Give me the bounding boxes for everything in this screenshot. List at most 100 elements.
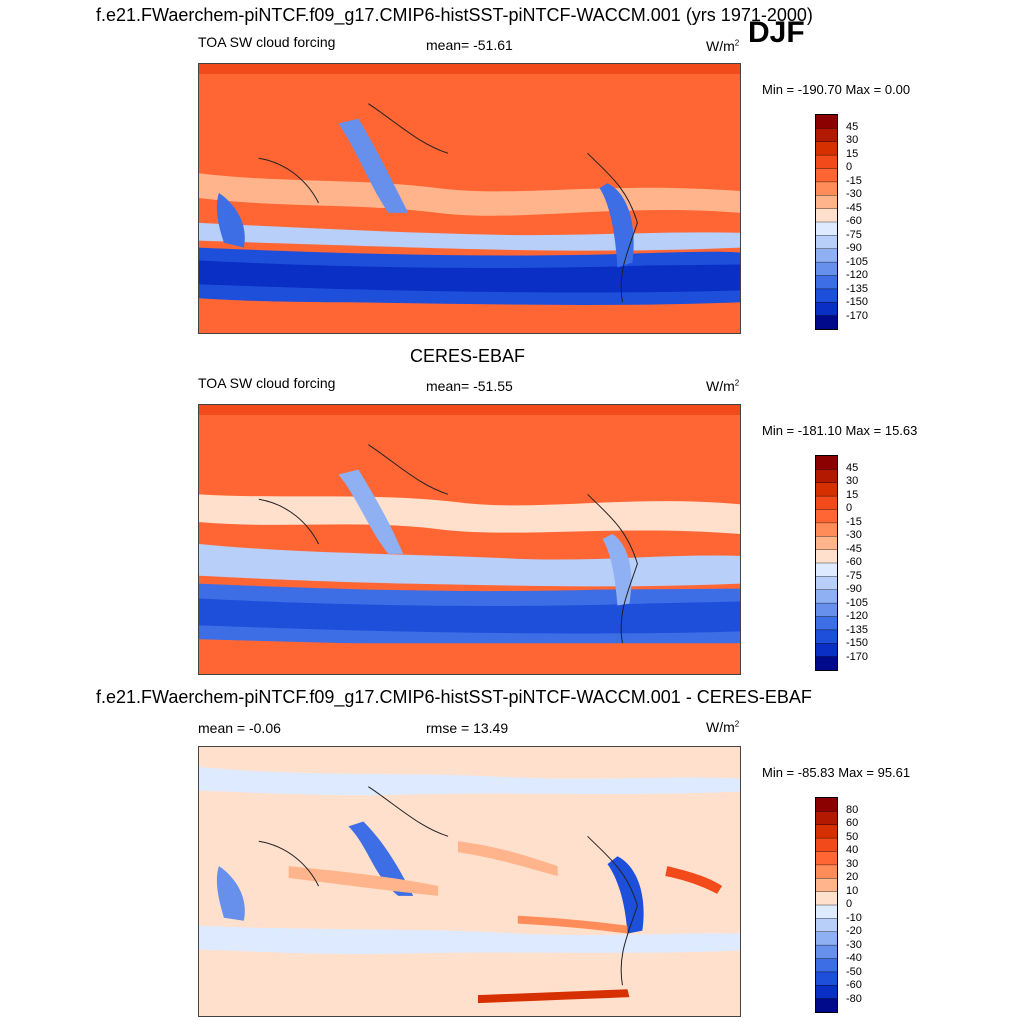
colorbar-swatch (816, 878, 837, 893)
panel1-map (198, 63, 741, 334)
colorbar-swatch (816, 456, 837, 470)
season-label: DJF (748, 16, 805, 49)
colorbar-swatch (816, 971, 837, 986)
panel3-map (198, 746, 741, 1017)
colorbar-swatch (816, 958, 837, 973)
colorbar-tick-label: -90 (846, 583, 862, 595)
colorbar-tick-label: 10 (846, 884, 859, 897)
panel3-colorbar-swatches (816, 798, 837, 1012)
colorbar-tick-label: -60 (846, 979, 862, 991)
colorbar-tick-label: -45 (846, 201, 862, 214)
colorbar-tick-label: -10 (846, 911, 862, 924)
colorbar-swatch (816, 275, 837, 290)
colorbar-swatch (816, 603, 837, 617)
panel3-units: W/m2 (706, 719, 740, 735)
colorbar-swatch (816, 918, 837, 933)
colorbar-tick-label: 40 (846, 844, 859, 856)
colorbar-tick-label: -170 (846, 650, 869, 663)
colorbar-tick-label: 0 (846, 161, 853, 173)
colorbar-tick-label: -20 (846, 925, 862, 937)
colorbar-tick-label: 0 (846, 898, 853, 910)
colorbar-swatch (816, 643, 837, 658)
panel3-colorbar (815, 797, 838, 1013)
colorbar-swatch (816, 549, 837, 564)
colorbar-swatch (816, 288, 837, 303)
colorbar-swatch (816, 115, 837, 129)
colorbar-tick-label: 0 (846, 502, 853, 514)
panel2-colorbar (815, 455, 838, 671)
colorbar-swatch (816, 302, 837, 317)
colorbar-tick-label: -75 (846, 569, 862, 582)
colorbar-tick-label: -135 (846, 623, 869, 636)
colorbar-swatch (816, 945, 837, 959)
colorbar-tick-label: -15 (846, 174, 862, 187)
colorbar-tick-label: -30 (846, 188, 862, 200)
panel2-mean-label: mean= -51.55 (426, 378, 513, 394)
panel3-rmse-label: rmse = 13.49 (426, 720, 509, 736)
colorbar-tick-label: 30 (846, 134, 859, 146)
figure-title: f.e21.FWaerchem-piNTCF.f09_g17.CMIP6-his… (96, 5, 813, 25)
colorbar-tick-label: 15 (846, 488, 859, 501)
colorbar-swatch (816, 155, 837, 169)
panel1-mean-label: mean= -51.61 (426, 37, 513, 53)
colorbar-tick-label: -105 (846, 596, 869, 609)
panel2-map (198, 404, 741, 675)
panel3-colorbar-ticks: 80 60 50 40 30 20 10 0 -10 -20 -30 -40 -50 -60 -80 (846, 797, 886, 1013)
colorbar-tick-label: 60 (846, 817, 859, 829)
panel1-minmax: Min = -190.70 Max = 0.00 (762, 82, 911, 97)
colorbar-swatch (816, 222, 837, 236)
colorbar-swatch (816, 576, 837, 591)
colorbar-tick-label: 30 (846, 857, 859, 870)
colorbar-tick-label: 30 (846, 475, 859, 487)
colorbar-tick-label: -15 (846, 515, 862, 528)
colorbar-swatch (816, 563, 837, 577)
panel2-variable-label: TOA SW cloud forcing (198, 375, 336, 391)
colorbar-swatch (816, 141, 837, 156)
panel2-units: W/m2 (706, 378, 740, 394)
panel3-minmax: Min = -85.83 Max = 95.61 (762, 765, 911, 780)
colorbar-tick-label: -105 (846, 255, 869, 268)
colorbar-swatch (816, 838, 837, 852)
colorbar-tick-label: -170 (846, 309, 869, 322)
colorbar-swatch (816, 985, 837, 1000)
colorbar-swatch (816, 522, 837, 537)
colorbar-swatch (816, 891, 837, 906)
colorbar-tick-label: 45 (846, 461, 859, 474)
colorbar-swatch (816, 235, 837, 250)
colorbar-swatch (816, 798, 837, 812)
colorbar-tick-label: 80 (846, 803, 859, 816)
colorbar-swatch (816, 482, 837, 497)
colorbar-swatch (816, 181, 837, 196)
colorbar-swatch (816, 656, 837, 670)
panel1-colorbar-swatches (816, 115, 837, 329)
colorbar-tick-label: -120 (846, 269, 869, 281)
colorbar-tick-label: 45 (846, 120, 859, 133)
colorbar-swatch (816, 208, 837, 223)
colorbar-tick-label: -50 (846, 965, 862, 978)
colorbar-tick-label: 20 (846, 871, 859, 883)
panel1-colorbar-ticks: 45 30 15 0 -15 -30 -45 -60 -75 -90 -105 -120 -135 -15… (846, 114, 886, 330)
colorbar-swatch (816, 168, 837, 183)
colorbar-swatch (816, 248, 837, 263)
colorbar-swatch (816, 536, 837, 551)
colorbar-swatch (816, 931, 837, 946)
colorbar-tick-label: -40 (846, 952, 862, 964)
colorbar-tick-label: -60 (846, 215, 862, 227)
colorbar-tick-label: -150 (846, 296, 869, 308)
colorbar-tick-label: 50 (846, 830, 859, 843)
panel1-variable-label: TOA SW cloud forcing (198, 34, 336, 50)
colorbar-tick-label: 15 (846, 147, 859, 160)
colorbar-tick-label: -60 (846, 556, 862, 568)
colorbar-swatch (816, 589, 837, 604)
colorbar-swatch (816, 195, 837, 210)
panel2-header: CERES-EBAF (410, 346, 526, 366)
colorbar-swatch (816, 496, 837, 510)
colorbar-swatch (816, 851, 837, 866)
colorbar-swatch (816, 509, 837, 524)
panel2-colorbar-ticks: 45 30 15 0 -15 -30 -45 -60 -75 -90 -105 -120 -135 -15… (846, 455, 886, 671)
colorbar-swatch (816, 128, 837, 143)
colorbar-tick-label: -150 (846, 637, 869, 649)
colorbar-swatch (816, 469, 837, 484)
colorbar-tick-label: -120 (846, 610, 869, 622)
panel1-colorbar (815, 114, 838, 330)
